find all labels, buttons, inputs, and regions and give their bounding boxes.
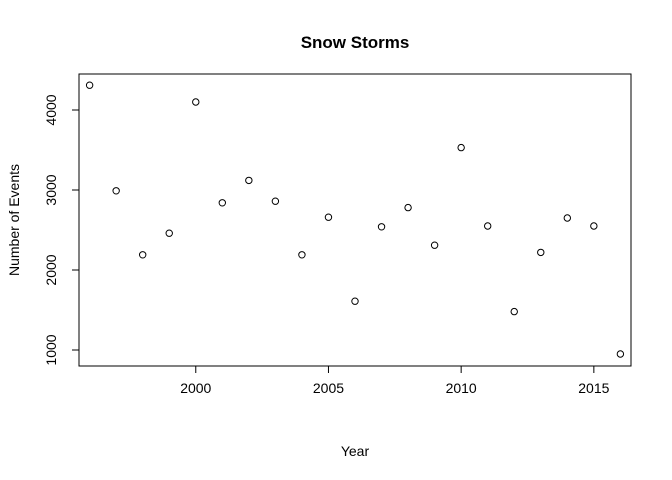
y-axis: 1000 2000 3000 4000 [43, 94, 80, 366]
x-tick-label: 2015 [578, 380, 609, 396]
y-tick-label: 4000 [43, 94, 59, 125]
data-point [590, 222, 598, 230]
data-point [192, 98, 200, 106]
x-tick-label: 2000 [180, 380, 211, 396]
data-point [85, 81, 94, 89]
data-point [138, 251, 147, 259]
data-point [563, 214, 572, 222]
data-point [430, 241, 439, 249]
y-tick-label: 1000 [43, 334, 59, 365]
chart-title: Snow Storms [301, 33, 410, 52]
data-point [537, 248, 545, 257]
data-point [377, 223, 386, 231]
data-point [218, 199, 227, 207]
data-point [616, 350, 625, 358]
data-point [457, 143, 465, 152]
data-point [298, 251, 306, 259]
data-point [483, 222, 492, 230]
y-tick-label: 2000 [43, 254, 59, 285]
data-point [324, 213, 333, 221]
x-tick-label: 2005 [313, 380, 344, 396]
data-point [245, 176, 253, 185]
y-axis-label: Number of Events [6, 164, 22, 276]
y-tick-label: 3000 [43, 174, 59, 205]
plot-frame [78, 73, 632, 367]
x-axis-label: Year [341, 443, 370, 459]
data-point [351, 297, 359, 305]
x-axis: 2000 2005 2010 2015 [180, 365, 610, 396]
data-point [112, 187, 120, 195]
data-point [404, 203, 412, 212]
data-point [165, 229, 173, 237]
data-point [510, 307, 518, 316]
x-tick-label: 2010 [446, 380, 477, 396]
data-points [85, 81, 625, 358]
data-point [271, 197, 280, 205]
